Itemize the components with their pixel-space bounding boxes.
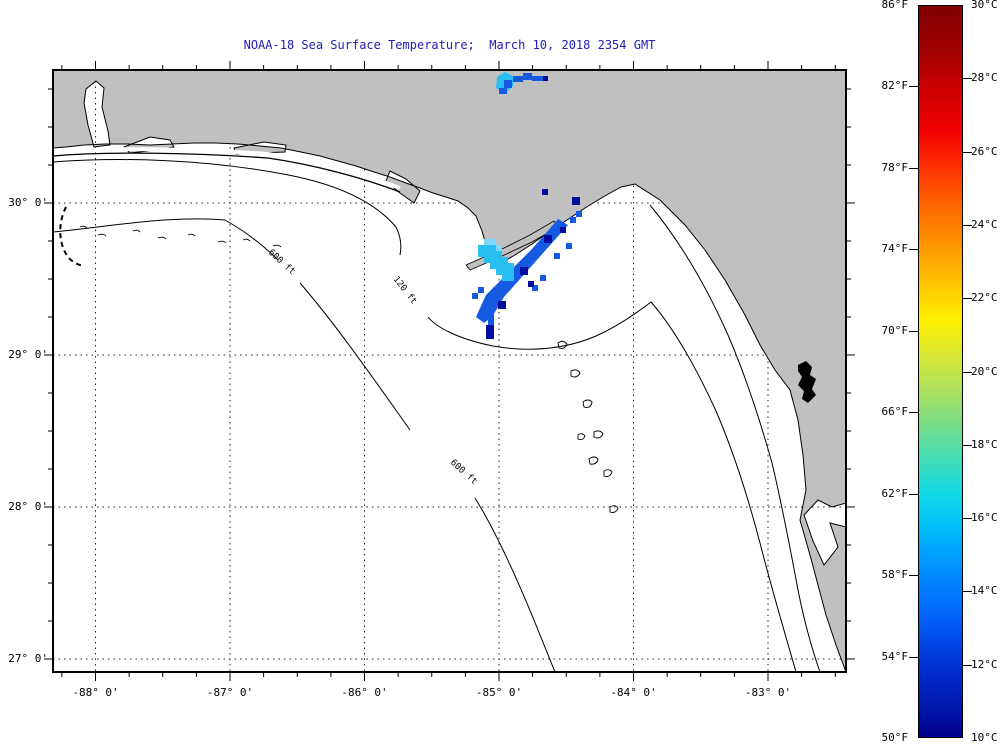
y-tick-label: 27° 0' <box>8 652 48 665</box>
colorbar-c-tick <box>963 444 972 446</box>
colorbar-f-label: 78°F <box>881 160 909 174</box>
colorbar-f-label: 66°F <box>881 405 909 419</box>
colorbar-f-tick <box>909 167 918 169</box>
colorbar-c-label: 16°C <box>971 511 998 525</box>
y-tick-label: 30° 0' <box>8 196 48 209</box>
shelf-shoal-specks <box>557 340 619 513</box>
x-tick-label: -84° 0' <box>610 686 657 699</box>
gulf-of-mexico-map: 600 ft 120 ft 600 ft <box>44 61 855 681</box>
colorbar-c-tick <box>963 151 972 153</box>
x-tick-label: -83° 0' <box>744 686 792 699</box>
colorbar-c-label: 10°C <box>971 731 998 744</box>
colorbar-c-label: 24°C <box>971 217 998 231</box>
colorbar-c-tick <box>963 518 972 520</box>
colorbar-f-label: 86°F <box>881 0 909 11</box>
colorbar-c-tick <box>963 298 972 300</box>
colorbar-c-label: 18°C <box>971 437 998 451</box>
colorbar-c-tick <box>963 224 972 226</box>
colorbar-f-label: 82°F <box>881 79 909 93</box>
chandeleur-islands <box>59 206 85 267</box>
colorbar-f-label: 58°F <box>881 568 909 582</box>
colorbar-f-tick <box>909 249 918 251</box>
colorbar-f-tick <box>909 656 918 658</box>
x-tick-label: -85° 0' <box>475 686 523 699</box>
sst-patch-apalachicola <box>472 189 582 339</box>
colorbar-c-tick <box>963 664 972 666</box>
marsh-island-specks <box>79 225 282 248</box>
colorbar-c-label: 22°C <box>971 291 998 305</box>
colorbar-f-tick <box>909 412 918 414</box>
colorbar-f-label: 74°F <box>881 242 909 256</box>
panhandle-lagoon <box>53 147 401 190</box>
colorbar-f-label: 50°F <box>881 731 909 744</box>
colorbar-c-label: 20°C <box>971 364 998 378</box>
y-tick-label: 28° 0' <box>8 500 48 513</box>
colorbar-c-tick <box>963 591 972 593</box>
x-tick-label: -88° 0' <box>72 686 119 699</box>
contour-nearshore-florida <box>649 204 821 672</box>
colorbar-f-tick <box>909 493 918 495</box>
colorbar-f-tick <box>909 575 918 577</box>
colorbar-c-tick <box>963 78 972 80</box>
contour-600ft <box>53 218 556 672</box>
y-tick-label: 29° 0' <box>8 348 48 361</box>
colorbar-c-label: 12°C <box>971 657 998 671</box>
contour-120ft <box>53 159 797 672</box>
colorbar-gradient <box>918 5 963 738</box>
colorbar-f-label: 54°F <box>881 649 909 663</box>
colorbar-c-label: 14°C <box>971 584 998 598</box>
colorbar-f-label: 70°F <box>881 323 909 337</box>
colorbar-f-tick <box>909 330 918 332</box>
map-frame <box>52 69 847 673</box>
colorbar-c-label: 26°C <box>971 144 998 158</box>
x-tick-label: -87° 0' <box>206 686 254 699</box>
colorbar-c-tick <box>963 371 972 373</box>
map-title: NOAA-18 Sea Surface Temperature; March 1… <box>243 38 656 52</box>
colorbar-c-label: 28°C <box>971 71 998 85</box>
barrier-islands <box>53 152 401 193</box>
x-tick-label: -86° 0' <box>341 686 388 699</box>
sst-patch-north <box>496 72 548 94</box>
colorbar-f-label: 62°F <box>881 486 909 500</box>
cedar-key-coastal-blob <box>798 361 816 403</box>
colorbar-f-tick <box>909 86 918 88</box>
colorbar-c-label: 30°C <box>971 0 998 11</box>
